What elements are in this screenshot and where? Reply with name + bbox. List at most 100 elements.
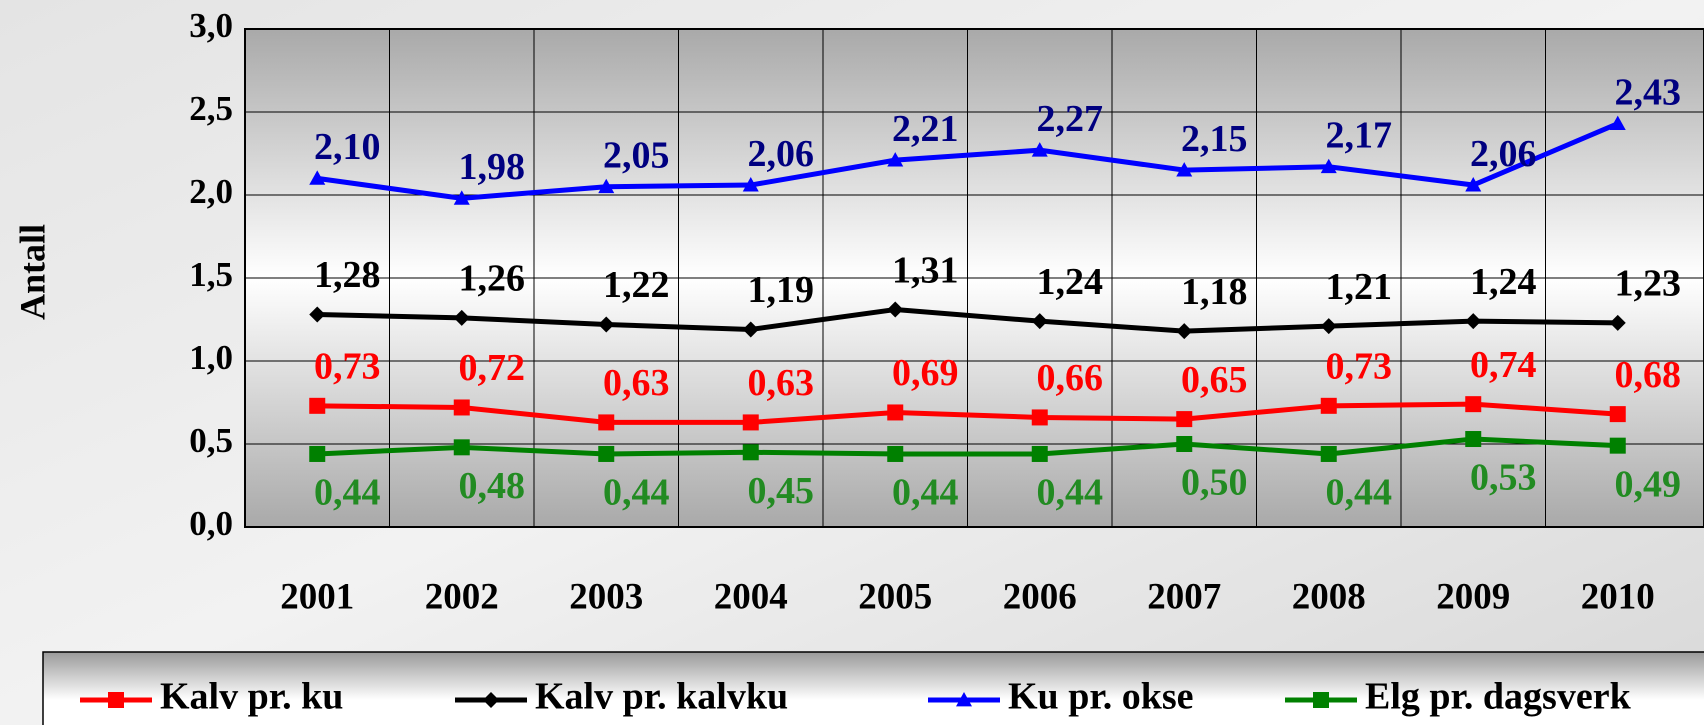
value-label: 1,22	[603, 264, 670, 306]
value-label: 0,44	[892, 472, 959, 514]
value-label: 2,21	[892, 108, 959, 150]
y-tick-label: 0,5	[189, 421, 233, 460]
value-label: 0,73	[314, 346, 381, 388]
y-tick-label: 0,0	[189, 504, 233, 543]
y-tick-label: 3,0	[189, 6, 233, 45]
value-label: 0,63	[748, 362, 815, 404]
value-label: 2,06	[1470, 133, 1537, 175]
value-label: 1,18	[1181, 271, 1248, 313]
x-tick-label: 2010	[1581, 576, 1655, 617]
value-label: 0,44	[314, 472, 381, 514]
y-axis-label: Antall	[12, 224, 52, 320]
value-label: 0,53	[1470, 457, 1537, 499]
value-label: 0,68	[1615, 354, 1682, 396]
marker	[1320, 318, 1337, 335]
value-label: 0,73	[1326, 346, 1393, 388]
marker	[1465, 431, 1482, 448]
marker	[1031, 409, 1048, 426]
value-label: 2,05	[603, 134, 670, 176]
value-label: 1,24	[1470, 261, 1537, 303]
marker	[1609, 314, 1626, 331]
marker	[887, 301, 904, 318]
value-label: 1,26	[459, 258, 526, 300]
marker	[309, 397, 326, 414]
marker	[453, 309, 470, 326]
x-tick-label: 2002	[425, 576, 499, 617]
value-label: 0,44	[603, 472, 670, 514]
legend-label: Kalv pr. kalvku	[535, 676, 788, 718]
legend-label: Ku pr. okse	[1008, 676, 1194, 718]
x-tick-label: 2008	[1292, 576, 1366, 617]
legend-label: Elg pr. dagsverk	[1365, 676, 1632, 718]
value-label: 1,19	[748, 269, 815, 311]
marker	[598, 414, 615, 431]
x-tick-label: 2007	[1147, 576, 1221, 617]
marker	[1176, 162, 1193, 177]
value-label: 1,31	[892, 249, 959, 291]
legend-box	[42, 651, 1704, 725]
value-label: 0,45	[748, 470, 815, 512]
marker	[1031, 313, 1048, 330]
legend-label: Kalv pr. ku	[160, 676, 343, 718]
marker	[483, 692, 499, 708]
value-label: 2,10	[314, 126, 381, 168]
x-tick-label: 2009	[1436, 576, 1510, 617]
x-tick-label: 2005	[858, 576, 932, 617]
y-tick-label: 1,5	[189, 255, 233, 294]
marker	[1031, 445, 1048, 462]
value-label: 1,23	[1615, 263, 1682, 305]
value-label: 0,48	[459, 465, 526, 507]
marker	[887, 152, 904, 167]
marker	[1609, 406, 1626, 423]
marker	[309, 170, 326, 185]
marker	[309, 445, 326, 462]
marker	[1609, 115, 1626, 131]
marker	[1320, 397, 1337, 414]
value-label: 0,65	[1181, 359, 1248, 401]
marker	[309, 306, 326, 323]
x-tick-label: 2004	[714, 576, 788, 617]
marker	[1176, 323, 1193, 340]
marker	[1465, 177, 1482, 192]
value-label: 2,43	[1615, 71, 1682, 113]
value-label: 1,21	[1326, 266, 1393, 308]
marker	[887, 445, 904, 462]
marker	[1176, 411, 1193, 428]
marker	[1031, 142, 1048, 157]
series-line	[317, 436, 1618, 457]
y-tick-label: 2,0	[189, 172, 233, 211]
marker	[598, 445, 615, 462]
marker	[956, 692, 972, 707]
marker	[1320, 445, 1337, 462]
value-label: 0,50	[1181, 462, 1248, 504]
value-label: 2,15	[1181, 118, 1248, 160]
marker	[1465, 313, 1482, 330]
value-label: 2,17	[1326, 114, 1393, 156]
marker	[887, 404, 904, 421]
x-tick-label: 2003	[569, 576, 643, 617]
marker	[1320, 158, 1337, 174]
value-label: 1,98	[459, 146, 526, 188]
value-label: 0,72	[459, 347, 526, 389]
series-line	[316, 121, 1619, 201]
value-label: 1,24	[1037, 261, 1104, 303]
value-label: 0,69	[892, 352, 959, 394]
x-tick-label: 2006	[1003, 576, 1077, 617]
marker	[742, 444, 759, 461]
y-tick-label: 2,5	[189, 89, 233, 128]
marker	[598, 178, 615, 194]
marker	[1176, 436, 1193, 452]
series-line	[317, 307, 1618, 334]
marker	[742, 414, 759, 431]
marker	[742, 321, 759, 338]
y-tick-label: 1,0	[189, 338, 233, 377]
marker	[453, 399, 470, 416]
value-label: 2,06	[748, 133, 815, 175]
marker	[1609, 437, 1626, 454]
value-label: 0,44	[1037, 472, 1104, 514]
marker	[1465, 396, 1482, 413]
value-label: 2,27	[1037, 98, 1104, 140]
x-tick-label: 2001	[280, 576, 354, 617]
value-label: 1,28	[314, 254, 381, 296]
